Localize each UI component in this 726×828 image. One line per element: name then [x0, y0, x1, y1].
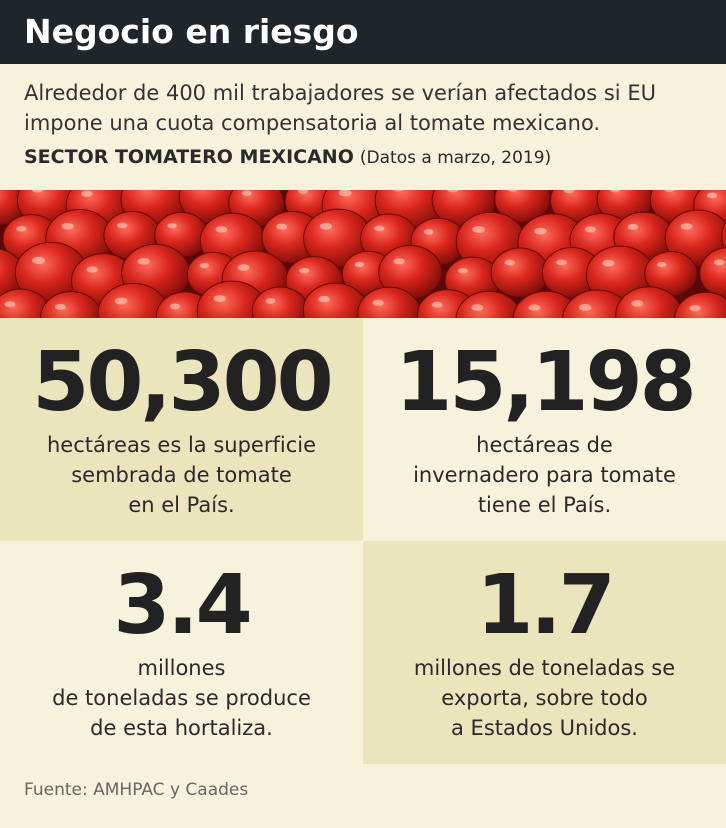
tomato — [721, 221, 726, 252]
highlight — [680, 223, 693, 230]
subtitle-line: Alrededor de 400 mil trabajadores se ver… — [24, 81, 656, 105]
highlight — [602, 259, 615, 267]
stat-value: 50,300 — [32, 335, 333, 430]
highlight — [431, 301, 443, 308]
highlight — [627, 223, 639, 230]
stats-grid: 50,300 hectáreas es la superficie sembra… — [0, 318, 726, 764]
stat-caption: millones — [137, 656, 226, 680]
stat: 3.4 millones de toneladas se produce de … — [0, 541, 363, 764]
stat-caption: hectáreas es la superficie — [46, 433, 317, 457]
highlight — [556, 259, 567, 266]
highlight — [713, 259, 725, 266]
highlight — [16, 225, 27, 232]
highlight — [610, 190, 620, 193]
highlight — [167, 222, 177, 229]
highlight — [372, 299, 384, 306]
highlight — [578, 303, 592, 311]
stat-caption: invernadero para tomate — [413, 463, 676, 487]
highlight — [4, 301, 16, 308]
highlight — [213, 295, 227, 303]
stat: 15,198 hectáreas de invernadero para tom… — [363, 318, 726, 541]
highlight — [81, 190, 93, 197]
highlight — [54, 303, 66, 310]
highlight — [534, 227, 547, 235]
highlight — [472, 226, 485, 234]
highlight — [447, 190, 459, 193]
highlight — [393, 258, 405, 265]
section-label: SECTOR TOMATERO MEXICANO — [24, 146, 354, 168]
highlight — [423, 229, 434, 235]
stat-caption: exporta, sobre todo — [441, 686, 648, 710]
highlight — [318, 295, 330, 303]
highlight — [504, 259, 516, 266]
stat-caption: en el País. — [128, 493, 235, 517]
highlight — [584, 226, 597, 233]
highlight — [199, 262, 210, 269]
stat-caption: de esta hortaliza. — [90, 716, 273, 740]
stat-value: 15,198 — [395, 335, 696, 430]
highlight — [241, 190, 252, 196]
highlight — [507, 190, 518, 192]
stat-caption: a Estados Unidos. — [451, 716, 638, 740]
highlight — [215, 226, 228, 233]
tomato-photo — [0, 190, 726, 318]
highlight — [298, 190, 309, 194]
stat: 50,300 hectáreas es la superficie sembra… — [0, 318, 363, 541]
highlight — [657, 261, 667, 268]
highlight — [169, 303, 181, 310]
highlight — [392, 190, 404, 192]
highlight — [276, 223, 288, 230]
highlight — [471, 304, 484, 311]
title: Negocio en riesgo — [0, 0, 726, 64]
stat: 1.7 millones de toneladas se exporta, so… — [363, 541, 726, 764]
highlight — [528, 304, 541, 311]
highlight — [265, 298, 276, 304]
tomatoes — [0, 190, 726, 318]
stat-caption: hectáreas de — [476, 433, 613, 457]
highlight — [374, 225, 385, 232]
tomato — [664, 209, 726, 267]
tomato — [490, 247, 550, 298]
highlight — [338, 190, 352, 197]
highlight — [299, 267, 310, 274]
source: Fuente: AMHPAC y Caades — [24, 780, 249, 800]
stat-value: 3.4 — [113, 558, 252, 653]
highlight — [32, 256, 46, 264]
highlight — [689, 304, 701, 312]
highlight — [86, 266, 98, 273]
stat-value: 1.7 — [476, 558, 615, 653]
tomato — [455, 290, 522, 318]
stat-caption: tiene el País. — [477, 493, 612, 517]
highlight — [117, 222, 128, 229]
highlight — [237, 264, 250, 271]
highlight — [458, 268, 468, 274]
tomato — [512, 290, 580, 318]
highlight — [354, 261, 365, 268]
highlight — [114, 297, 128, 305]
tomato — [674, 291, 726, 318]
stat-caption: millones de toneladas se — [413, 656, 676, 680]
highlight — [664, 190, 675, 193]
stat-caption: sembrada de tomate — [71, 463, 292, 487]
highlight — [32, 190, 44, 193]
highlight — [137, 257, 150, 265]
subtitle: Alrededor de 400 mil trabajadores se ver… — [0, 64, 726, 138]
highlight — [563, 190, 574, 194]
highlight — [631, 300, 644, 307]
highlight — [707, 192, 718, 199]
highlight — [61, 222, 74, 230]
stat-caption: de toneladas se produce — [52, 686, 311, 710]
highlight — [319, 222, 333, 230]
tomato — [562, 289, 633, 318]
section-note: (Datos a marzo, 2019) — [359, 148, 552, 168]
section-heading: SECTOR TOMATERO MEXICANO (Datos a marzo,… — [0, 138, 726, 176]
subtitle-line: impone una cuota compensatoria al tomate… — [24, 111, 601, 135]
